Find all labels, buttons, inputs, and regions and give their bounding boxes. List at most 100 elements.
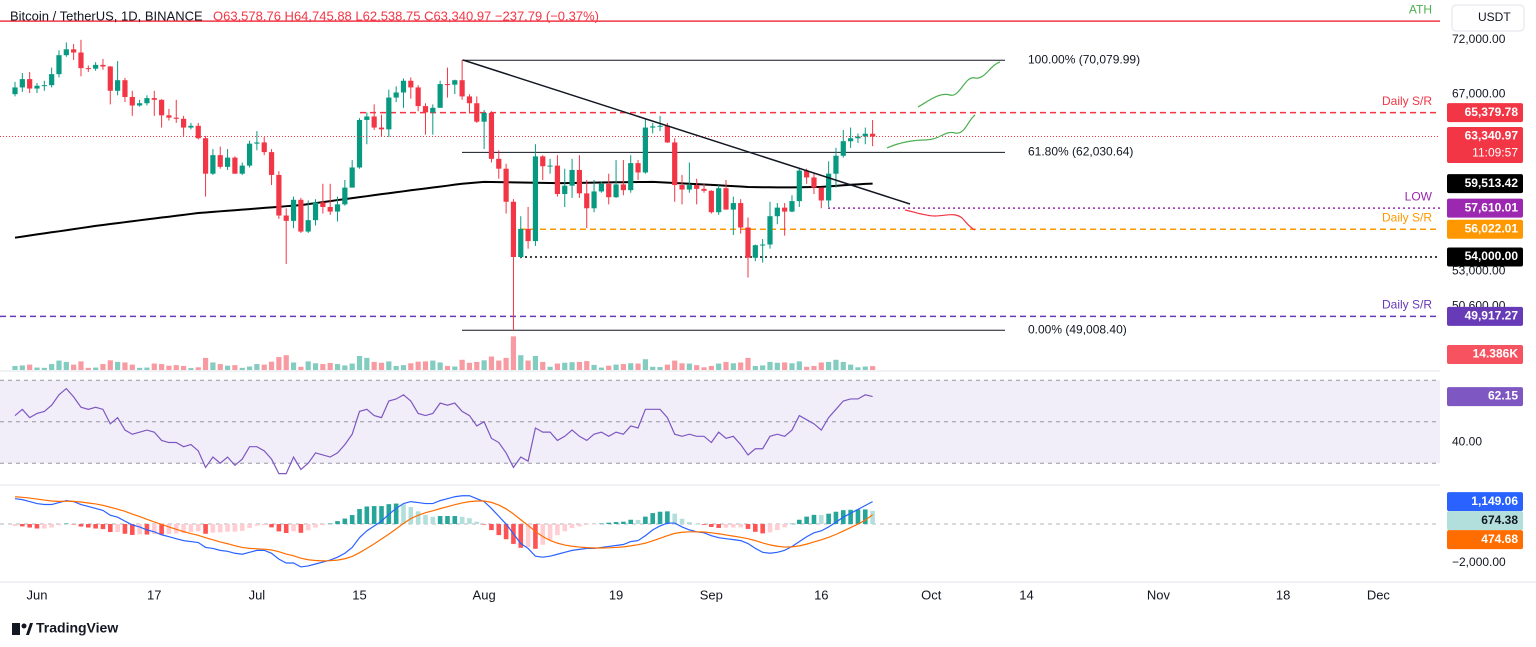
candle-body xyxy=(444,84,451,86)
candle-body xyxy=(613,184,619,198)
x-tick-label: Dec xyxy=(1367,587,1391,602)
volume-bar xyxy=(312,363,319,370)
histogram-bar xyxy=(78,524,84,527)
candle-body xyxy=(298,199,304,232)
volume-bar xyxy=(63,361,69,370)
histogram-bar xyxy=(848,509,853,525)
volume-bar xyxy=(540,361,546,370)
candle-body xyxy=(41,85,47,87)
brand-name: TradingView xyxy=(36,620,118,636)
histogram-bar xyxy=(261,524,267,526)
volume-bar xyxy=(657,367,663,370)
candle-body xyxy=(320,202,326,207)
x-tick-label: 16 xyxy=(814,587,828,602)
volume-bar xyxy=(708,365,714,370)
volume-bar xyxy=(93,367,99,370)
candle-body xyxy=(202,138,209,174)
candle-body xyxy=(723,188,729,210)
candle-body xyxy=(71,49,77,53)
candle-body xyxy=(774,207,780,217)
x-tick-label: 17 xyxy=(147,587,161,602)
currency-label[interactable]: USDT xyxy=(1478,10,1511,24)
histogram-bar xyxy=(64,523,69,525)
histogram-bar xyxy=(503,524,509,540)
volume-bar xyxy=(393,365,399,370)
volume-bar xyxy=(415,361,421,370)
histogram-bar xyxy=(657,511,663,525)
volume-bar xyxy=(115,361,121,370)
candle-body xyxy=(650,126,656,128)
volume-bar xyxy=(716,363,722,370)
candle-body xyxy=(78,52,84,69)
volume-bar xyxy=(217,364,223,370)
volume-bar xyxy=(730,363,736,370)
histogram-bar xyxy=(753,524,758,532)
histogram-bar xyxy=(247,524,252,528)
candle-body xyxy=(210,155,216,174)
volume-bar xyxy=(56,360,62,370)
candle-body xyxy=(195,125,201,139)
volume-bar xyxy=(129,364,135,370)
candle-body xyxy=(115,80,121,91)
volume-bar xyxy=(855,367,861,370)
candle-body xyxy=(452,80,458,85)
x-tick-label: 18 xyxy=(1276,587,1290,602)
histogram-bar xyxy=(107,524,113,533)
candle-body xyxy=(151,98,157,100)
histogram-bar xyxy=(342,518,348,525)
volume-bar xyxy=(85,367,91,370)
candle-body xyxy=(591,191,597,209)
histogram-bar xyxy=(797,519,802,525)
volume-bar xyxy=(173,365,179,370)
histogram-bar xyxy=(562,524,568,532)
candle-body xyxy=(811,177,817,188)
candle-body xyxy=(657,125,663,127)
volume-bar xyxy=(554,363,561,370)
histogram-bar xyxy=(12,524,18,526)
candle-body xyxy=(27,79,33,89)
volume-bar xyxy=(232,365,238,370)
histogram-bar xyxy=(547,524,553,540)
candle-body xyxy=(833,155,839,174)
candle-body xyxy=(342,187,348,205)
volume-bar xyxy=(723,361,729,370)
fib-label: 0.00% (49,008.40) xyxy=(1028,322,1127,336)
volume-bar xyxy=(789,363,795,370)
currency-button[interactable] xyxy=(1451,4,1525,32)
histogram-bar xyxy=(401,504,406,525)
histogram-bar xyxy=(357,509,362,525)
volume-bar xyxy=(804,366,810,370)
volume-bar xyxy=(474,361,480,370)
histogram-bar xyxy=(27,524,32,528)
fib-label: 100.00% (70,079.99) xyxy=(1028,52,1140,66)
price-badge-label: 57,610.01 xyxy=(1465,200,1519,214)
price-badge-label: 474.68 xyxy=(1481,532,1518,546)
histogram-bar xyxy=(628,519,634,525)
histogram-bar xyxy=(540,524,546,545)
candle-body xyxy=(107,66,113,91)
macd-line xyxy=(14,495,873,568)
candle-body xyxy=(268,152,275,175)
volume-bar xyxy=(166,365,172,370)
volume-bar xyxy=(159,364,165,370)
histogram-bar xyxy=(481,524,487,525)
price-badge xyxy=(1447,345,1523,364)
x-tick-label: 19 xyxy=(609,587,623,602)
x-tick-label: 15 xyxy=(352,587,366,602)
volume-bar xyxy=(100,364,106,370)
volume-bar xyxy=(151,363,157,370)
level-label: ATH xyxy=(1409,2,1432,16)
histogram-bar xyxy=(393,503,399,525)
candle-body xyxy=(224,157,231,167)
volume-bar xyxy=(650,366,656,370)
histogram-bar xyxy=(833,511,839,525)
candle-body xyxy=(642,127,648,173)
volume-bar xyxy=(547,366,553,370)
candle-body xyxy=(525,228,531,242)
histogram-bar xyxy=(870,510,875,525)
histogram-bar xyxy=(767,524,773,533)
symbol-title: Bitcoin / TetherUS, 1D, BINANCE xyxy=(10,8,203,23)
histogram-bar xyxy=(775,524,780,531)
candle-body xyxy=(276,174,282,216)
